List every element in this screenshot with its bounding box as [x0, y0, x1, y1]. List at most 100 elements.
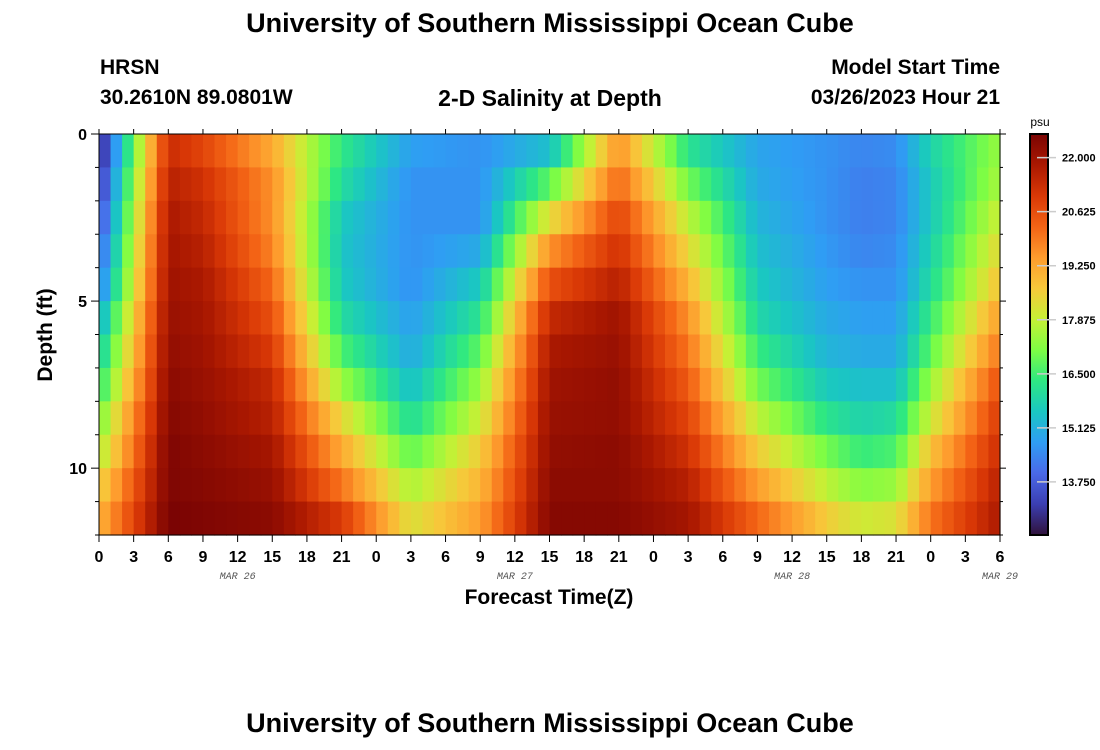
heatmap-cell [630, 234, 643, 269]
heatmap-cell [514, 367, 527, 402]
heatmap-cell [768, 468, 782, 503]
heatmap-cell [503, 267, 516, 302]
heatmap-cell [341, 434, 354, 469]
heatmap-cell [976, 468, 990, 503]
heatmap-cell [884, 234, 897, 269]
heatmap-cell [179, 401, 193, 436]
heatmap-cell [930, 267, 943, 302]
heatmap-cell [249, 234, 262, 269]
colorbar: psu 22.000 20.625 19.250 17.875 16.500 15.125… [1029, 115, 1096, 536]
heatmap-cell [318, 234, 331, 269]
heatmap-cell [826, 267, 839, 302]
heatmap-cell [537, 434, 551, 469]
heatmap-cell [433, 301, 447, 336]
heatmap-cell [122, 468, 135, 503]
heatmap-cell [757, 367, 770, 402]
heatmap-cell [792, 334, 805, 369]
heatmap-cell [214, 334, 227, 369]
heatmap-cell [295, 267, 308, 302]
heatmap-cell [618, 301, 631, 336]
heatmap-cell [907, 434, 920, 469]
heatmap-cell [295, 234, 308, 269]
colorbar-tick-label: 17.875 [1062, 315, 1096, 327]
heatmap-cell [896, 134, 909, 169]
heatmap-cell [110, 200, 123, 235]
heatmap-cell [410, 367, 424, 402]
heatmap-cell [191, 468, 204, 503]
heatmap-cell [99, 501, 112, 536]
heatmap-cell [584, 234, 597, 269]
heatmap-cell [122, 401, 135, 436]
heatmap-cell [249, 134, 262, 169]
heatmap-cell [537, 200, 551, 235]
heatmap-cell [896, 334, 909, 369]
heatmap-cell [179, 468, 193, 503]
heatmap-cell [179, 367, 193, 402]
colorbar-gradient [1029, 133, 1049, 536]
heatmap-cell [561, 234, 574, 269]
heatmap-cell [757, 501, 770, 536]
heatmap-cell [572, 367, 585, 402]
heatmap-cell [665, 334, 678, 369]
heatmap-cell [457, 367, 470, 402]
heatmap-cell [168, 334, 181, 369]
heatmap-cell [618, 267, 631, 302]
heatmap-cell [306, 334, 320, 369]
heatmap-cell [503, 234, 516, 269]
heatmap-cell [353, 167, 366, 202]
heatmap-cell [965, 434, 978, 469]
x-tick-label: 21 [610, 549, 628, 566]
heatmap-cell [122, 234, 135, 269]
heatmap-cell [226, 434, 239, 469]
heatmap-cell [468, 468, 481, 503]
date-label: MAR 27 [497, 572, 533, 583]
heatmap-cell [237, 167, 250, 202]
heatmap-cell [330, 134, 343, 169]
heatmap-cell [283, 234, 296, 269]
x-tick-label: 9 [476, 549, 485, 566]
heatmap-cell [872, 434, 886, 469]
heatmap-cell [168, 134, 181, 169]
heatmap-cell [168, 401, 181, 436]
heatmap-cell [433, 200, 447, 235]
heatmap-cell [676, 267, 689, 302]
heatmap-cell [930, 434, 943, 469]
heatmap-cell [653, 468, 666, 503]
heatmap-cell [202, 234, 216, 269]
heatmap-cell [826, 468, 839, 503]
heatmap-cell [699, 134, 712, 169]
heatmap-cell [734, 234, 747, 269]
heatmap-cell [110, 167, 123, 202]
heatmap-cell [295, 501, 308, 536]
heatmap-cell [919, 434, 932, 469]
heatmap-cell [641, 267, 655, 302]
heatmap-cell [976, 367, 990, 402]
heatmap-cell [156, 334, 169, 369]
colorbar-tick-label: 13.750 [1062, 477, 1096, 489]
heatmap-cell [422, 334, 435, 369]
heatmap-cell [99, 434, 112, 469]
heatmap-cell [815, 234, 828, 269]
heatmap-cell [503, 134, 516, 169]
heatmap-cell [688, 234, 701, 269]
heatmap-cell [249, 367, 262, 402]
x-tick-label: 15 [818, 549, 836, 566]
heatmap-cell [480, 334, 493, 369]
heatmap-cell [768, 167, 782, 202]
heatmap-cell [618, 367, 631, 402]
heatmap-cell [514, 267, 527, 302]
heatmap-cell [907, 200, 920, 235]
heatmap-cell [387, 167, 400, 202]
heatmap-cell [133, 334, 146, 369]
heatmap-cell [907, 167, 920, 202]
heatmap-cell [468, 367, 481, 402]
heatmap-cell [584, 401, 597, 436]
heatmap-cell [202, 334, 216, 369]
heatmap-cell [341, 401, 354, 436]
heatmap-cell [676, 434, 689, 469]
heatmap-cell [168, 200, 181, 235]
heatmap-cell [965, 234, 978, 269]
heatmap-cell [953, 468, 966, 503]
heatmap-cell [353, 434, 366, 469]
heatmap-cell [630, 468, 643, 503]
